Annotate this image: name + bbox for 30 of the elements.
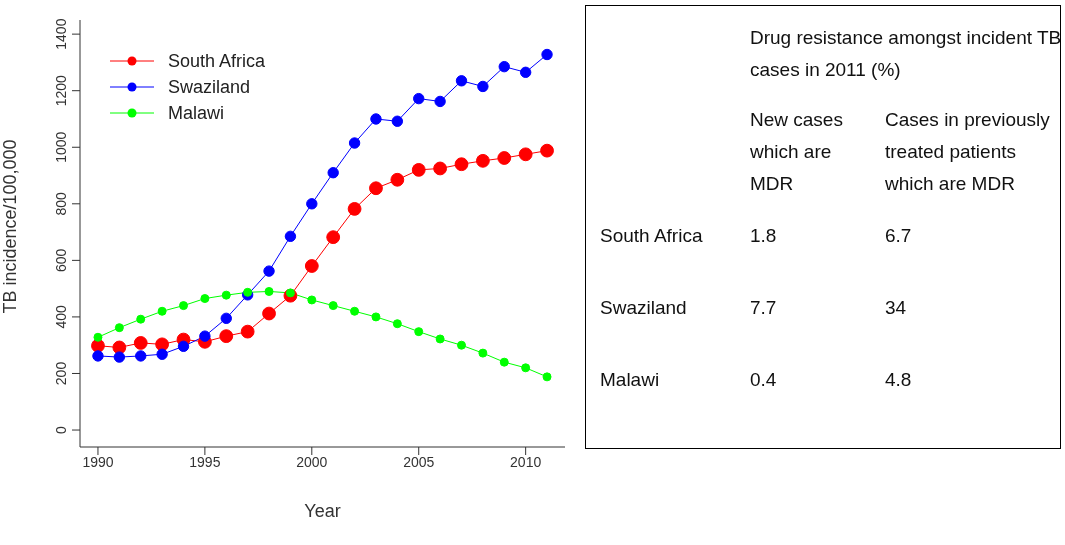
- x-axis-title: Year: [304, 501, 341, 521]
- y-tick-label: 800: [53, 191, 69, 216]
- y-tick-label: 1400: [53, 18, 69, 50]
- x-tick-label: 2010: [510, 453, 542, 470]
- y-tick-label: 1200: [53, 74, 69, 107]
- x-tick-label: 1990: [82, 453, 114, 470]
- text: Drug resistance amongst incident TB cases in 2011 (%): [750, 26, 1063, 82]
- x-tick-label: 1995: [189, 453, 221, 470]
- y-tick-label: 400: [53, 305, 69, 329]
- y-axis-title: TB incidence/100,000: [0, 139, 21, 314]
- data-label: 4.8: [885, 368, 913, 392]
- text: Cases in previously treated patients which are MDR: [885, 108, 1051, 196]
- legend-label: Malawi: [168, 102, 225, 124]
- data-label: 1.8: [750, 224, 778, 248]
- data-label: 0.4: [750, 368, 778, 392]
- text: New cases which are MDR: [750, 108, 844, 196]
- legend-label: South Africa: [168, 50, 266, 72]
- category-label: Malawi: [600, 368, 661, 392]
- y-tick-label: 0: [53, 425, 69, 434]
- y-tick-label: 200: [53, 361, 69, 386]
- category-label: South Africa: [600, 224, 704, 248]
- x-tick-label: 2000: [296, 453, 328, 470]
- category-label: Swaziland: [600, 296, 688, 320]
- y-tick-label: 1000: [53, 131, 69, 163]
- data-label: 6.7: [885, 224, 913, 248]
- legend-label: Swaziland: [168, 76, 251, 98]
- data-label: 34: [885, 296, 908, 320]
- y-tick-label: 600: [53, 248, 69, 273]
- data-label: 7.7: [750, 296, 778, 320]
- x-tick-label: 2005: [403, 453, 435, 470]
